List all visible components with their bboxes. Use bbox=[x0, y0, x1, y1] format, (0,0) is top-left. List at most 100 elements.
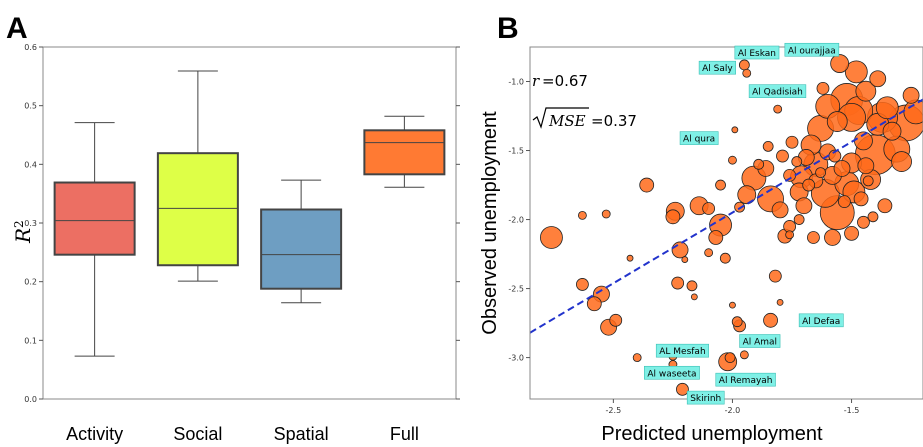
district-label: Al Eskan bbox=[734, 45, 780, 60]
district-label-text: Al Amal bbox=[743, 338, 777, 348]
district-label: Al ourajjaa bbox=[784, 42, 840, 57]
data-point bbox=[815, 167, 826, 179]
y-tick-label: -3.0 bbox=[508, 354, 524, 363]
district-label-text: Al Defaa bbox=[802, 317, 840, 327]
scatter-y-label: Observed unemployment bbox=[479, 111, 501, 335]
data-point bbox=[676, 382, 689, 396]
district-label-box bbox=[734, 45, 780, 60]
data-point bbox=[833, 160, 851, 177]
data-point bbox=[739, 350, 749, 360]
data-point bbox=[785, 135, 799, 149]
district-label-text: Al Remayah bbox=[719, 376, 773, 386]
data-point bbox=[776, 298, 784, 306]
box-full bbox=[363, 129, 446, 176]
data-point bbox=[734, 201, 745, 213]
district-label-text: Al Saly bbox=[702, 64, 733, 74]
y-tick-label: 0.2 bbox=[24, 278, 37, 287]
x-tick-label: -2.5 bbox=[606, 406, 622, 415]
data-point bbox=[763, 312, 778, 328]
data-point bbox=[795, 197, 813, 215]
district-label-box bbox=[679, 131, 719, 145]
district-label-box bbox=[798, 313, 844, 328]
data-point bbox=[857, 215, 870, 229]
data-point bbox=[731, 126, 739, 134]
stat-mse: MSE =0.37 bbox=[532, 107, 637, 130]
data-point bbox=[762, 140, 774, 152]
data-point bbox=[753, 158, 765, 170]
box-spatial bbox=[260, 208, 343, 290]
district-label: Al Defaa bbox=[798, 313, 844, 328]
data-point bbox=[702, 202, 716, 215]
data-point bbox=[768, 269, 782, 283]
box-plot-categories: Activity Social Spatial Full bbox=[66, 424, 419, 444]
data-point bbox=[816, 82, 830, 95]
box-social bbox=[156, 152, 239, 267]
y-tick-label: -2.0 bbox=[508, 216, 524, 225]
district-label-box bbox=[698, 60, 736, 75]
stat-mse-value: =0.37 bbox=[591, 112, 637, 130]
district-label-box bbox=[715, 372, 776, 387]
data-point bbox=[724, 352, 736, 363]
data-point bbox=[586, 296, 602, 312]
box-plot-boxes bbox=[53, 70, 446, 357]
y-tick-label: 0.5 bbox=[24, 102, 37, 111]
district-label: AL Mesfah bbox=[655, 343, 709, 358]
scatter-y-ticks: -1.0 -1.5 -2.0 -2.5 -3.0 bbox=[508, 78, 530, 363]
data-point bbox=[681, 256, 689, 263]
district-label-box bbox=[686, 390, 725, 405]
y-tick-label: 0.6 bbox=[24, 43, 37, 52]
data-point bbox=[601, 209, 611, 219]
data-point bbox=[855, 80, 877, 102]
data-point bbox=[728, 155, 737, 165]
data-point bbox=[771, 201, 789, 219]
box-plot-panel: 0.0 0.1 0.2 0.3 0.4 0.5 0.6 Activity Social Spat… bbox=[11, 43, 460, 444]
data-point bbox=[785, 230, 795, 240]
data-point bbox=[875, 96, 899, 120]
data-point bbox=[857, 157, 875, 175]
data-point bbox=[715, 179, 726, 191]
scatter-points bbox=[540, 54, 923, 396]
data-point bbox=[665, 209, 681, 225]
data-point bbox=[773, 104, 783, 114]
data-point bbox=[731, 316, 743, 328]
data-point bbox=[776, 149, 789, 163]
data-point bbox=[791, 156, 803, 167]
y-tick-label: 0.1 bbox=[24, 336, 37, 345]
data-point bbox=[802, 178, 816, 192]
data-point bbox=[704, 248, 714, 258]
data-point bbox=[737, 185, 757, 205]
stat-r-value: =0.67 bbox=[542, 72, 588, 90]
district-label-text: Al ourajjaa bbox=[788, 46, 836, 56]
panel-a-letter: A bbox=[6, 12, 28, 45]
data-point bbox=[639, 177, 655, 193]
data-point bbox=[793, 214, 805, 225]
stat-r-symbol: r bbox=[532, 72, 540, 90]
category-label: Full bbox=[390, 424, 419, 444]
box-activity bbox=[53, 181, 136, 256]
district-label: Al waseeta bbox=[644, 365, 700, 380]
data-point bbox=[578, 211, 587, 220]
y-tick-label: 0.4 bbox=[24, 160, 37, 169]
data-point bbox=[671, 276, 685, 290]
district-label-text: Skirinh bbox=[690, 394, 721, 404]
data-point bbox=[576, 278, 589, 291]
district-label: Al Amal bbox=[739, 334, 781, 348]
data-point bbox=[877, 198, 893, 214]
data-point bbox=[838, 195, 851, 209]
y-tick-label: -1.0 bbox=[508, 78, 524, 87]
data-point bbox=[882, 121, 902, 141]
district-annotations: Al Eskan Al ourajjaa Al Saly Al Qadisiah Al … bbox=[644, 42, 844, 405]
y-tick-label: 0.3 bbox=[24, 219, 37, 228]
district-label: Al qura bbox=[679, 131, 719, 145]
box-plot-y-ticks: 0.0 0.1 0.2 0.3 0.4 0.5 0.6 bbox=[24, 43, 460, 404]
scatter-x-label: Predicted unemployment bbox=[601, 423, 823, 445]
data-point bbox=[686, 280, 698, 292]
data-point bbox=[609, 313, 623, 327]
district-label-text: AL Mesfah bbox=[659, 347, 705, 357]
data-point bbox=[632, 353, 642, 362]
data-point bbox=[844, 60, 868, 84]
district-label-box bbox=[784, 42, 840, 57]
scatter-panel: -2.5 -2.0 -1.5 -1.0 -1.5 -2.0 -2.5 -3.0 Al Esk… bbox=[479, 42, 923, 445]
data-point bbox=[824, 229, 841, 246]
data-point bbox=[738, 59, 750, 71]
